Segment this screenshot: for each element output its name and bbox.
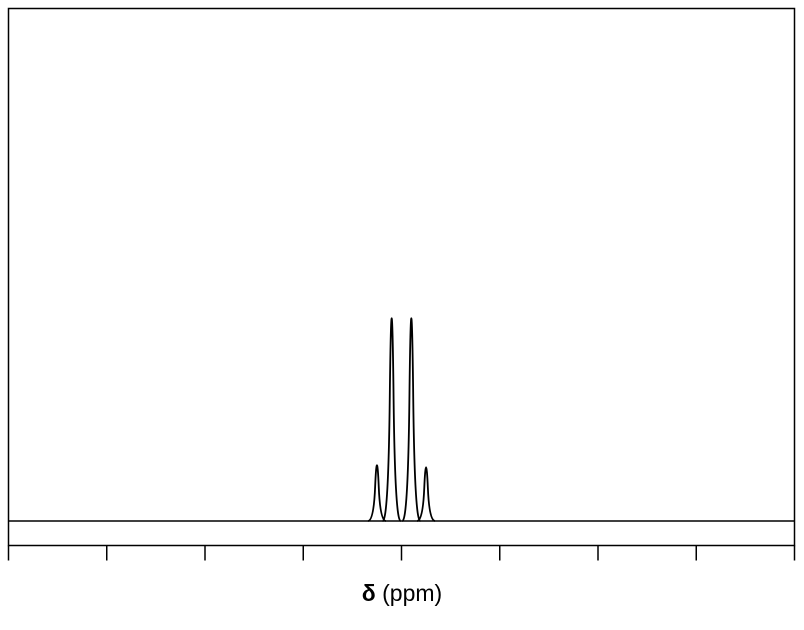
spectrum-peak (416, 466, 436, 522)
delta-symbol: δ (361, 580, 376, 606)
ppm-unit: (ppm) (382, 580, 443, 606)
x-axis-ticks (7, 545, 796, 561)
x-axis-label: δ (ppm) (0, 580, 804, 607)
plot-frame (7, 7, 796, 547)
spectrum-peak (381, 317, 402, 522)
spectrum-peak (401, 317, 422, 522)
peak-group (367, 317, 436, 522)
spectrum-peak (367, 464, 387, 522)
